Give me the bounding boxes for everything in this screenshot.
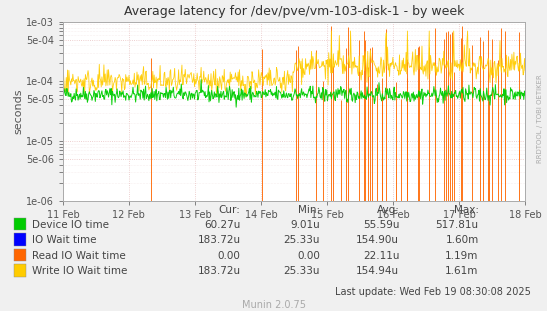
Text: 22.11u: 22.11u (363, 251, 399, 261)
Y-axis label: seconds: seconds (13, 88, 23, 134)
Text: 517.81u: 517.81u (435, 220, 479, 230)
Text: 25.33u: 25.33u (283, 235, 320, 245)
Text: Max:: Max: (453, 205, 479, 215)
Text: 183.72u: 183.72u (197, 266, 241, 276)
Title: Average latency for /dev/pve/vm-103-disk-1 - by week: Average latency for /dev/pve/vm-103-disk… (124, 5, 464, 18)
Text: 1.19m: 1.19m (445, 251, 479, 261)
Text: Munin 2.0.75: Munin 2.0.75 (241, 300, 306, 310)
Text: Read IO Wait time: Read IO Wait time (32, 251, 125, 261)
Text: Avg:: Avg: (376, 205, 399, 215)
Text: 1.60m: 1.60m (445, 235, 479, 245)
Text: 183.72u: 183.72u (197, 235, 241, 245)
Text: Write IO Wait time: Write IO Wait time (32, 266, 127, 276)
Text: 1.61m: 1.61m (445, 266, 479, 276)
Text: 0.00: 0.00 (297, 251, 320, 261)
Text: 154.94u: 154.94u (356, 266, 399, 276)
Text: Device IO time: Device IO time (32, 220, 109, 230)
Text: Min:: Min: (298, 205, 320, 215)
Text: 25.33u: 25.33u (283, 266, 320, 276)
Text: Cur:: Cur: (219, 205, 241, 215)
Text: 0.00: 0.00 (218, 251, 241, 261)
Text: IO Wait time: IO Wait time (32, 235, 96, 245)
Text: 9.01u: 9.01u (290, 220, 320, 230)
Text: 55.59u: 55.59u (363, 220, 399, 230)
Text: RRDTOOL / TOBI OETIKER: RRDTOOL / TOBI OETIKER (537, 74, 543, 163)
Text: 154.90u: 154.90u (356, 235, 399, 245)
Text: Last update: Wed Feb 19 08:30:08 2025: Last update: Wed Feb 19 08:30:08 2025 (335, 287, 531, 297)
Text: 60.27u: 60.27u (205, 220, 241, 230)
